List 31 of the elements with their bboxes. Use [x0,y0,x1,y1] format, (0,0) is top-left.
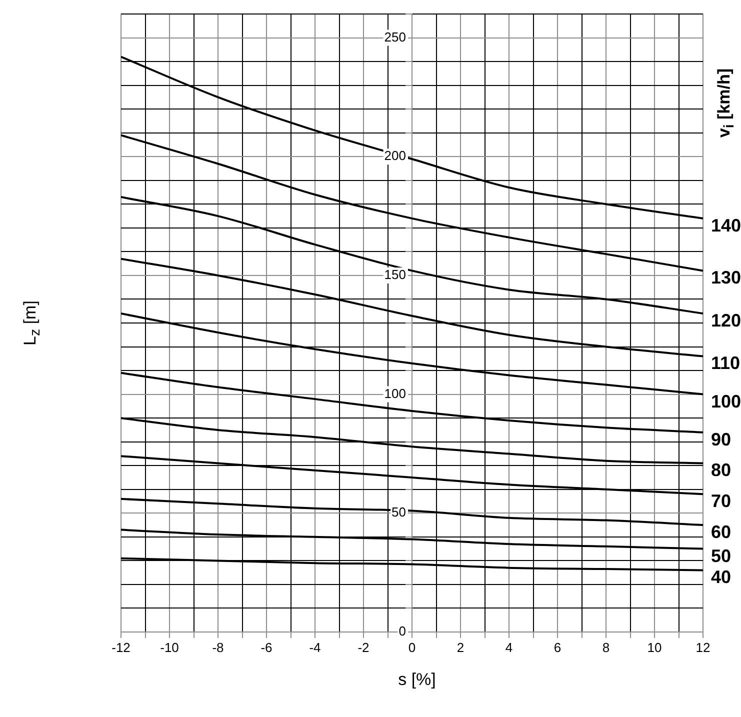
y-tick-label: 250 [384,29,406,44]
series-label: 130 [711,268,741,288]
y-tick-label: 150 [384,267,406,282]
series-label: 120 [711,310,741,330]
series-label: 40 [711,567,732,588]
x-tick-label: 0 [408,640,416,656]
series-label: 60 [711,522,732,542]
x-tick-label: 8 [602,640,610,656]
x-tick-label: -4 [309,640,321,656]
y-tick-label: 200 [384,148,406,164]
series-label: 140 [711,215,741,236]
y-tick-label: 100 [384,386,406,401]
x-tick-label: -12 [112,640,130,656]
series-label: 100 [711,391,741,412]
series-label: 110 [711,353,740,374]
x-tick-label: 12 [696,640,710,656]
y-tick-label: 50 [392,504,406,520]
x-tick-label: 2 [456,640,464,656]
x-tick-label: -10 [160,640,179,656]
series-label: 50 [711,546,732,566]
y-tick-label: 0 [398,624,406,639]
x-axis-title: s [%] [398,670,436,690]
x-tick-label: -2 [358,640,370,656]
series-label: 90 [711,429,732,450]
x-tick-label: 10 [647,640,662,656]
x-tick-label: -6 [260,640,272,656]
series-label: 80 [711,460,732,480]
x-tick-label: 6 [554,640,562,656]
x-tick-label: 4 [505,640,513,656]
series-label: 70 [711,491,732,512]
x-tick-label: -8 [212,640,224,656]
